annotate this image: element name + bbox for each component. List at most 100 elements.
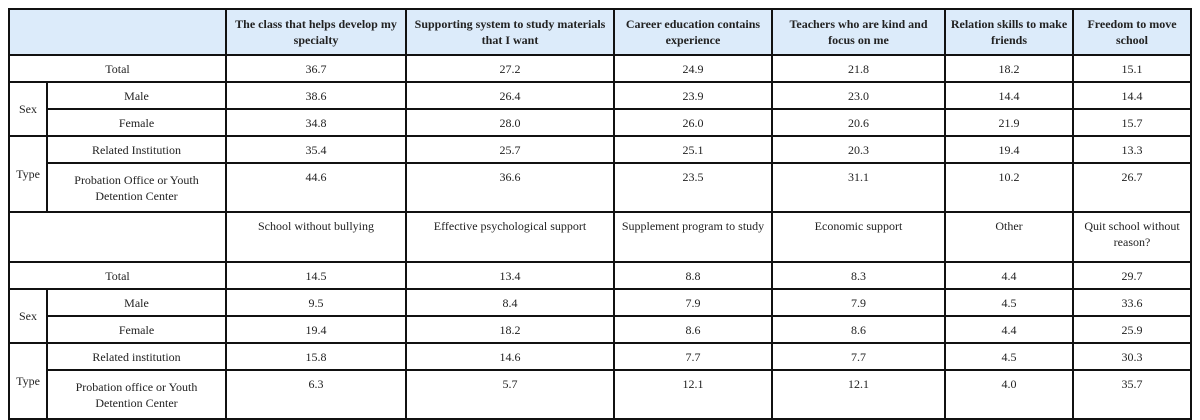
value-cell: 14.6 [405,342,615,371]
value-cell: 7.9 [613,288,773,317]
value-cell: 38.6 [225,81,407,110]
row-label: Related institution [46,342,227,371]
value-cell: 6.3 [225,369,407,420]
row-label: Related Institution [46,135,227,164]
table-row: Probation Office or Youth Detention Cent… [9,162,1192,213]
value-cell: 19.4 [225,315,407,344]
value-cell: 13.4 [405,261,615,290]
column-header: Supplement program to study [613,211,773,263]
value-cell: 31.1 [771,162,946,213]
value-cell: 27.2 [405,54,615,83]
value-cell: 20.3 [771,135,946,164]
value-cell: 7.9 [771,288,946,317]
value-cell: 25.9 [1072,315,1192,344]
value-cell: 9.5 [225,288,407,317]
value-cell: 15.8 [225,342,407,371]
value-cell: 4.4 [944,261,1074,290]
column-header: Effective psychological support [405,211,615,263]
value-cell: 8.3 [771,261,946,290]
table-row: Probation office or Youth Detention Cent… [9,369,1192,420]
value-cell: 7.7 [771,342,946,371]
value-cell: 25.7 [405,135,615,164]
group-label: Type [8,342,48,420]
value-cell: 4.4 [944,315,1074,344]
column-header: Economic support [771,211,946,263]
value-cell: 34.8 [225,108,407,137]
row-label: Male [46,288,227,317]
table-row: Female 34.8 28.0 26.0 20.6 21.9 15.7 [9,108,1192,137]
column-header: School without bullying [225,211,407,263]
value-cell: 23.9 [613,81,773,110]
value-cell: 35.4 [225,135,407,164]
value-cell: 36.7 [225,54,407,83]
value-cell: 8.8 [613,261,773,290]
value-cell: 4.5 [944,288,1074,317]
value-cell: 23.0 [771,81,946,110]
table-row: Sex Male 38.6 26.4 23.9 23.0 14.4 14.4 [8,81,1192,137]
value-cell: 21.8 [771,54,946,83]
row-label: Male [46,81,227,110]
group-label: Type [8,135,48,213]
value-cell: 14.4 [944,81,1074,110]
column-header: Relation skills to make friends [944,8,1074,56]
value-cell: 14.5 [225,261,407,290]
value-cell: 20.6 [771,108,946,137]
value-cell: 8.4 [405,288,615,317]
table-row: Total 36.7 27.2 24.9 21.8 18.2 15.1 [8,54,1192,83]
value-cell: 24.9 [613,54,773,83]
value-cell: 14.4 [1072,81,1192,110]
table-row: Female 19.4 18.2 8.6 8.6 4.4 25.9 [9,315,1192,344]
value-cell: 8.6 [771,315,946,344]
value-cell: 28.0 [405,108,615,137]
column-header: Quit school without reason? [1072,211,1192,263]
value-cell: 10.2 [944,162,1074,213]
value-cell: 15.7 [1072,108,1192,137]
value-cell: 36.6 [405,162,615,213]
column-header: Teachers who are kind and focus on me [771,8,946,56]
column-header: Supporting system to study materials tha… [405,8,615,56]
table-row: Type Related Institution 35.4 25.7 25.1 20.3 1… [8,135,1192,213]
value-cell: 13.3 [1072,135,1192,164]
table-row: Sex Male 9.5 8.4 7.9 7.9 4.5 33.6 [8,288,1192,344]
value-cell: 12.1 [771,369,946,420]
value-cell: 15.1 [1072,54,1192,83]
group-label: Sex [8,288,48,344]
row-label: Female [46,108,227,137]
column-header: Career education contains experience [613,8,773,56]
value-cell: 29.7 [1072,261,1192,290]
value-cell: 44.6 [225,162,407,213]
value-cell: 26.4 [405,81,615,110]
row-label: Probation Office or Youth Detention Cent… [46,162,227,213]
group-label: Sex [8,81,48,137]
header2-row: School without bullying Effective psychol… [8,211,1192,263]
row-label: Female [46,315,227,344]
value-cell: 33.6 [1072,288,1192,317]
value-cell: 30.3 [1072,342,1192,371]
row-label: Total [8,54,227,83]
value-cell: 25.1 [613,135,773,164]
row-label: Probation office or Youth Detention Cent… [46,369,227,420]
row-label: Total [8,261,227,290]
value-cell: 19.4 [944,135,1074,164]
column-header: Other [944,211,1074,263]
value-cell: 4.5 [944,342,1074,371]
column-header: The class that helps develop my specialt… [225,8,407,56]
value-cell: 23.5 [613,162,773,213]
value-cell: 26.7 [1072,162,1192,213]
value-cell: 12.1 [613,369,773,420]
value-cell: 5.7 [405,369,615,420]
value-cell: 4.0 [944,369,1074,420]
column-header: Freedom to move school [1072,8,1192,56]
table-row: Type Related institution 15.8 14.6 7.7 7.7 4.5… [8,342,1192,420]
header-blank-cell [8,8,227,56]
value-cell: 21.9 [944,108,1074,137]
table-row: Total 14.5 13.4 8.8 8.3 4.4 29.7 [8,261,1192,290]
header-blank-cell [8,211,227,263]
value-cell: 7.7 [613,342,773,371]
header1-row: The class that helps develop my specialt… [8,8,1192,56]
survey-table: The class that helps develop my specialt… [8,8,1192,420]
value-cell: 18.2 [405,315,615,344]
value-cell: 8.6 [613,315,773,344]
value-cell: 26.0 [613,108,773,137]
value-cell: 18.2 [944,54,1074,83]
